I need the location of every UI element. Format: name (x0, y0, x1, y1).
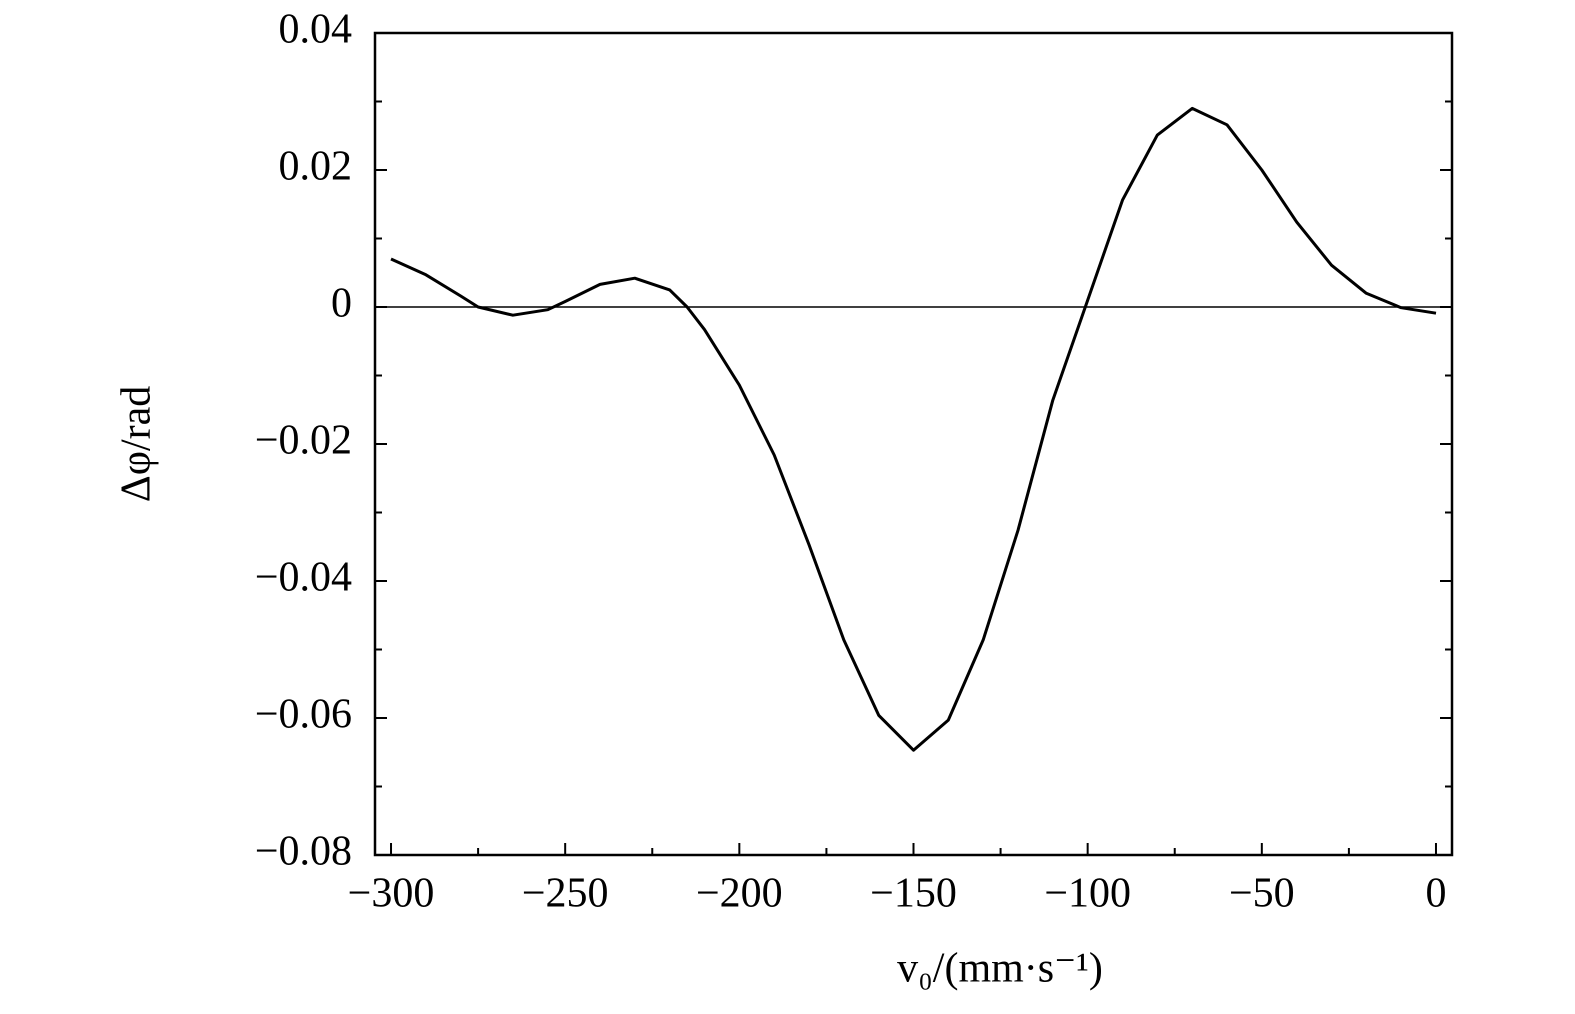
y-tick-label: 0 (331, 281, 352, 327)
x-tick-label: −100 (1044, 871, 1131, 917)
y-tick-label: −0.06 (255, 692, 352, 738)
data-line (390, 106, 1437, 752)
y-tick-label: 0.04 (279, 7, 353, 53)
y-tick-label: −0.02 (255, 418, 352, 464)
x-tick-label: −250 (522, 871, 609, 917)
x-tick-label: −50 (1229, 871, 1295, 917)
x-axis-label: v₀/(mm·s⁻¹) (897, 946, 1103, 992)
x-tick-label: −200 (696, 871, 783, 917)
y-tick-label: −0.04 (255, 555, 352, 601)
x-tick-label: −150 (870, 871, 957, 917)
x-tick-label: −300 (348, 871, 435, 917)
y-axis-label: Δφ/rad (114, 386, 160, 503)
y-tick-label: −0.08 (255, 829, 352, 875)
plot-frame (373, 31, 1454, 857)
x-tick-label: 0 (1425, 871, 1446, 917)
y-tick-label: 0.02 (279, 144, 353, 190)
